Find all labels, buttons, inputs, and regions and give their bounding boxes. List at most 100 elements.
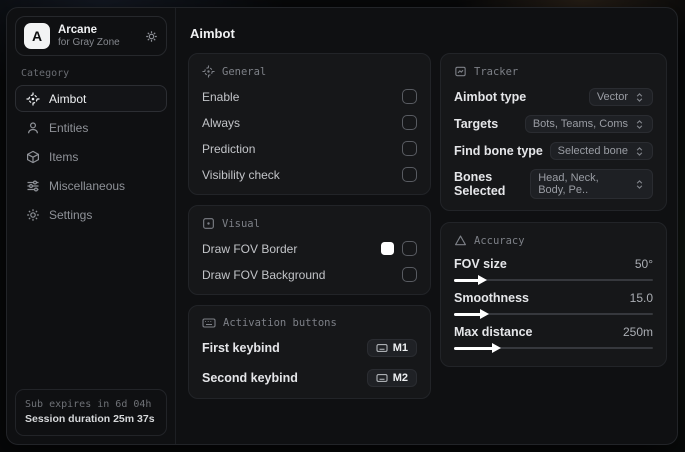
max-distance-slider-block: Max distance 250m [454, 325, 653, 353]
app-meta: Arcane for Gray Zone [58, 24, 137, 49]
section-title: Tracker [474, 65, 519, 78]
keybind-value: M1 [392, 342, 408, 354]
app-logo: A [24, 23, 50, 49]
tracker-section: Tracker Aimbot type Vector [440, 53, 667, 211]
page-title: Aimbot [190, 26, 235, 41]
setting-label: Visibility check [202, 167, 280, 182]
setting-label: Prediction [202, 141, 256, 156]
keyboard-icon [376, 373, 388, 383]
section-title: Visual [222, 217, 260, 230]
sliders-icon [26, 179, 40, 193]
section-title: Activation buttons [223, 317, 337, 329]
slider-thumb[interactable] [477, 275, 487, 285]
triangle-icon [454, 234, 467, 247]
setting-label: Find bone type [454, 144, 543, 158]
aimbot-type-dropdown[interactable]: Vector [588, 88, 653, 106]
draw-fov-border-checkbox[interactable] [402, 241, 417, 256]
cheat-menu-window: A Arcane for Gray Zone Category [6, 7, 678, 445]
sidebar-item-label: Items [49, 149, 79, 164]
activation-section: Activation buttons First keybind M1 [188, 305, 431, 399]
setting-row: Aimbot type Vector [454, 88, 653, 106]
setting-label: Draw FOV Border [202, 241, 298, 256]
second-keybind-button[interactable]: M2 [366, 369, 417, 387]
chevron-updown-icon [634, 92, 645, 103]
general-section: General Enable Always Prediction [188, 53, 431, 195]
sidebar-item-miscellaneous[interactable]: Miscellaneous [15, 172, 167, 199]
setting-label: Bones Selected [454, 170, 506, 198]
setting-label: First keybind [202, 341, 280, 355]
dropdown-value: Vector [596, 91, 628, 103]
sidebar-item-label: Entities [49, 120, 89, 135]
monitor-icon [454, 65, 467, 78]
setting-label: Aimbot type [454, 90, 527, 104]
setting-label: Targets [454, 117, 499, 131]
settings-gear-icon[interactable] [145, 30, 158, 43]
crosshair-icon [202, 65, 215, 78]
session-duration-text: Session duration 25m 37s [25, 413, 155, 426]
chevron-updown-icon [634, 146, 645, 157]
setting-row: Enable [202, 88, 417, 105]
keyboard-icon [376, 343, 388, 353]
targets-dropdown[interactable]: Bots, Teams, Coms [524, 115, 653, 133]
setting-label: Enable [202, 89, 240, 104]
slider-thumb[interactable] [479, 309, 489, 319]
section-title: Accuracy [474, 234, 525, 247]
chevron-updown-icon [634, 179, 645, 190]
section-title: General [222, 65, 267, 78]
keyboard-icon [202, 317, 216, 329]
sidebar-item-label: Miscellaneous [49, 178, 126, 193]
sidebar-item-label: Aimbot [49, 91, 87, 106]
sidebar-item-label: Settings [49, 207, 93, 222]
slider-value: 50° [634, 257, 653, 271]
setting-row: First keybind M1 [202, 339, 417, 357]
slider-label: FOV size [454, 257, 507, 271]
frame-icon [202, 217, 215, 230]
dropdown-value: Bots, Teams, Coms [532, 118, 628, 130]
always-checkbox[interactable] [402, 115, 417, 130]
setting-row: Draw FOV Background [202, 266, 417, 283]
smoothness-slider[interactable] [454, 309, 653, 319]
fov-size-slider[interactable] [454, 275, 653, 285]
sidebar-item-aimbot[interactable]: Aimbot [15, 85, 167, 112]
gear-icon [26, 208, 40, 222]
main-content: Aimbot General [176, 8, 677, 444]
prediction-checkbox[interactable] [402, 141, 417, 156]
app-header-card: A Arcane for Gray Zone [15, 16, 167, 56]
first-keybind-button[interactable]: M1 [366, 339, 417, 357]
app-subtitle: for Gray Zone [58, 36, 120, 48]
sidebar-item-items[interactable]: Items [15, 143, 167, 170]
visual-section: Visual Draw FOV Border Draw FOV Backgrou… [188, 205, 431, 295]
setting-row: Always [202, 114, 417, 131]
bones-selected-dropdown[interactable]: Head, Neck, Body, Pe.. [530, 169, 653, 199]
setting-row: Second keybind M2 [202, 369, 417, 387]
setting-label: Draw FOV Background [202, 267, 326, 282]
slider-label: Smoothness [454, 291, 530, 305]
max-distance-slider[interactable] [454, 343, 653, 353]
dropdown-value: Selected bone [557, 145, 628, 157]
enable-checkbox[interactable] [402, 89, 417, 104]
setting-label: Always [202, 115, 241, 130]
keybind-value: M2 [392, 372, 408, 384]
category-label: Category [21, 68, 70, 79]
sidebar-item-settings[interactable]: Settings [15, 201, 167, 228]
sidebar-item-entities[interactable]: Entities [15, 114, 167, 141]
setting-row: Bones Selected Head, Neck, Body, Pe.. [454, 169, 653, 199]
draw-fov-background-checkbox[interactable] [402, 267, 417, 282]
accuracy-section: Accuracy FOV size 50° [440, 222, 667, 367]
app-name: Arcane [58, 23, 97, 36]
crosshair-icon [26, 92, 40, 106]
find-bone-type-dropdown[interactable]: Selected bone [549, 142, 653, 160]
slider-label: Max distance [454, 325, 533, 339]
subscription-info-card: Sub expires in 6d 04h Session duration 2… [15, 389, 167, 436]
setting-label: Second keybind [202, 371, 298, 385]
visibility-check-checkbox[interactable] [402, 167, 417, 182]
setting-row: Draw FOV Border [202, 240, 417, 257]
slider-value: 250m [622, 325, 653, 339]
setting-row: Targets Bots, Teams, Coms [454, 115, 653, 133]
fov-border-color-swatch[interactable] [381, 242, 394, 255]
setting-row: Visibility check [202, 166, 417, 183]
box-icon [26, 150, 40, 164]
slider-thumb[interactable] [491, 343, 501, 353]
person-icon [26, 121, 40, 135]
setting-row: Find bone type Selected bone [454, 142, 653, 160]
